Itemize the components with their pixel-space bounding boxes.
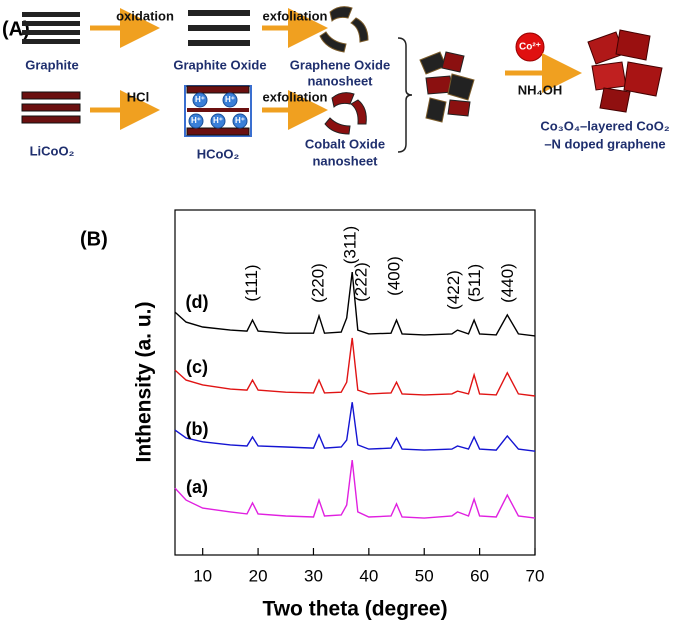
- x-tick-label: 40: [359, 566, 378, 585]
- co-ion-label: Co²⁺: [519, 42, 541, 53]
- x-tick-label: 20: [249, 566, 268, 585]
- nh4oh-label: NH₄OH: [518, 82, 562, 97]
- h-ion-label: H⁺: [225, 95, 235, 104]
- oxidation-label: oxidation: [116, 8, 174, 23]
- h-ion: [192, 92, 208, 108]
- x-tick-label: 60: [470, 566, 489, 585]
- cobalt-sheets: [324, 92, 367, 135]
- graphite-icon: [22, 12, 80, 44]
- peak-label: (220): [308, 263, 327, 303]
- h-ion: [188, 113, 204, 129]
- graphene-sheets: [319, 6, 369, 53]
- x-axis-label: Two theta (degree): [262, 598, 447, 621]
- peak-label: (311): [341, 226, 360, 264]
- hcoo2-label: HCoO₂: [197, 146, 240, 161]
- h-ion: [222, 92, 238, 108]
- peak-label: (440): [498, 263, 517, 303]
- graphite-label: Graphite: [25, 57, 78, 72]
- h-ion-label: H⁺: [213, 116, 223, 125]
- x-tick-label: 50: [415, 566, 434, 585]
- licoo2-label: LiCoO₂: [30, 143, 75, 158]
- xrd-curve: [174, 272, 536, 337]
- hcl-label: HCl: [127, 89, 149, 104]
- y-axis-label: Inthensity (a. u.): [133, 301, 156, 462]
- hcoo2-icon: [184, 85, 252, 137]
- peak-label: (511): [465, 264, 484, 302]
- product-label: Co₃O₄–layered CoO₂: [540, 118, 669, 133]
- h-ions: H⁺ H⁺ H⁺ H⁺ H⁺: [188, 92, 248, 129]
- cobalt-oxide-label: nanosheet: [312, 153, 378, 168]
- xrd-curve: [174, 402, 536, 452]
- licoo2-icon: [21, 91, 81, 124]
- x-tick-label: 10: [193, 566, 212, 585]
- peak-label: (222): [352, 262, 371, 302]
- plot: 10 20 30 40 50 60 70 (a) (b) (c) (d) (111) (220) (311…: [174, 226, 545, 585]
- h-ion: [232, 113, 248, 129]
- graphite-oxide-icon: [188, 10, 250, 46]
- x-tick-label: 70: [526, 566, 545, 585]
- x-tick-label: 30: [304, 566, 323, 585]
- panel-label: (B): [80, 228, 108, 250]
- panel-a: (A) Graphite oxidation Graphite Oxide ex…: [2, 6, 670, 168]
- composite-cluster: [419, 51, 475, 123]
- graphene-oxide-label: Graphene Oxide: [290, 57, 390, 72]
- h-ion-label: H⁺: [191, 116, 201, 125]
- graphene-oxide-label: nanosheet: [307, 73, 373, 88]
- curve-label: (c): [186, 357, 208, 377]
- peak-label: (422): [444, 270, 463, 310]
- xrd-curve: [174, 460, 536, 519]
- co-ion: [515, 32, 545, 62]
- curve-label: (d): [186, 292, 209, 312]
- h-ion-label: H⁺: [195, 95, 205, 104]
- peak-label: (400): [384, 256, 403, 296]
- cobalt-oxide-label: Cobalt Oxide: [305, 136, 385, 151]
- curve-label: (a): [186, 477, 208, 497]
- curve-label: (b): [186, 419, 209, 439]
- plot-frame: [174, 209, 536, 556]
- exfoliation-label: exfoliation: [262, 8, 327, 23]
- graphite-oxide-label: Graphite Oxide: [173, 57, 266, 72]
- xrd-curve: [174, 337, 536, 397]
- peak-label: (111): [242, 264, 261, 301]
- bracket: [397, 37, 413, 153]
- exfoliation-label: exfoliation: [262, 89, 327, 104]
- product-label: –N doped graphene: [544, 136, 665, 151]
- product-cluster: [587, 29, 663, 113]
- h-ion: [210, 113, 226, 129]
- h-ion-label: H⁺: [235, 116, 245, 125]
